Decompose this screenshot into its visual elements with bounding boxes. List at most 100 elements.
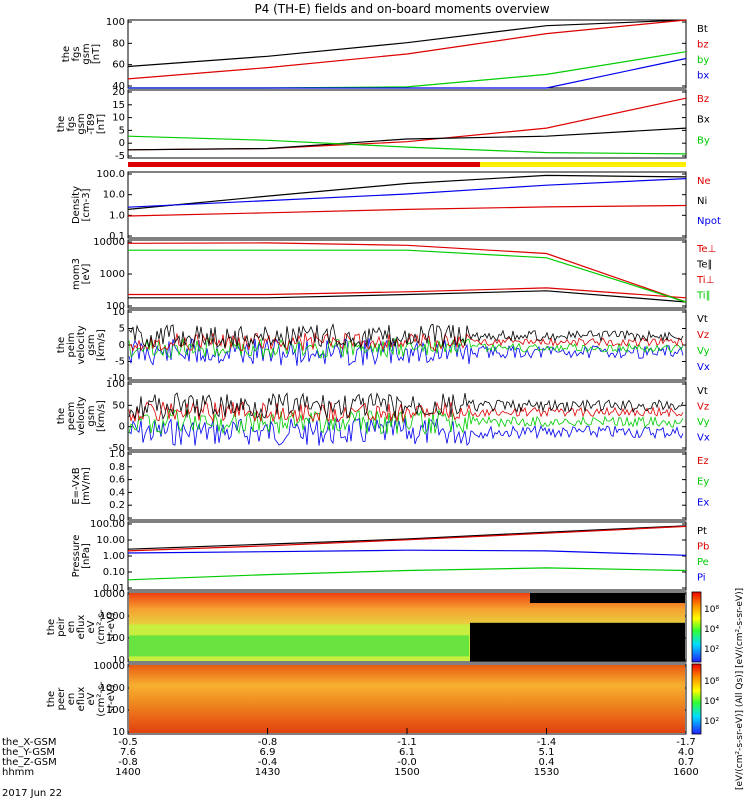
colorbar-tick-label: 10⁴ bbox=[704, 697, 719, 707]
y-tick-label: 15 bbox=[112, 100, 125, 111]
panel-peir: 10000 1000 100 10 the peir en eflux eV (cm²-s-sr-… bbox=[46, 589, 687, 666]
y-axis-title: [km/s] bbox=[96, 329, 107, 361]
colorbar: 10⁸ 10⁴ 10² 10⁸ 10⁴ 10² [eV/(cm²-s-sr-eV… bbox=[691, 588, 745, 790]
peer-spectrogram bbox=[129, 665, 685, 733]
x-tick-label: 1400 bbox=[115, 767, 140, 778]
velocity-noise-peim bbox=[128, 337, 684, 359]
colorbar-tick-label: 10² bbox=[704, 717, 719, 727]
panel-frame bbox=[127, 591, 687, 663]
y-tick-label: 40 bbox=[112, 81, 125, 92]
x-tick-label: 5.1 bbox=[539, 747, 555, 758]
panel-frame bbox=[127, 521, 687, 591]
x-tick-label: -0.8 bbox=[258, 737, 278, 748]
x-tick-label: 0.7 bbox=[678, 757, 694, 768]
y-tick-label: 10.00 bbox=[96, 535, 125, 546]
legend-item: bz bbox=[697, 40, 709, 51]
y-axis-title: E=-VxB bbox=[71, 467, 82, 504]
legend-item: Pt bbox=[697, 526, 707, 537]
legend-item: Bt bbox=[697, 24, 708, 35]
y-tick-label: -5 bbox=[115, 357, 125, 368]
legend-item: Ni bbox=[697, 196, 707, 207]
legend-item: Bz bbox=[697, 94, 709, 105]
series-line-density-9 bbox=[127, 204, 687, 217]
x-tick-label: 1530 bbox=[534, 767, 559, 778]
x-row-label: hhmm bbox=[2, 767, 34, 778]
y-tick-label: 0 bbox=[119, 422, 125, 433]
y-axis-title: [mV/m] bbox=[81, 467, 92, 505]
y-tick-label: 10 bbox=[112, 113, 125, 124]
colorbar-tick-label: 10⁸ bbox=[704, 605, 719, 615]
series-line-pressure-15 bbox=[127, 525, 687, 552]
series-line-temp-12 bbox=[127, 242, 687, 303]
panel-temp: 10000 1000 100 mom3 [eV] Te⊥ Te∥ Ti⊥ Ti∥ bbox=[71, 237, 716, 312]
peir-spectrogram-band bbox=[129, 635, 469, 657]
legend-item: Vx bbox=[697, 362, 710, 373]
y-axis-title: peer bbox=[56, 687, 67, 711]
y-axis-title: peim bbox=[66, 332, 77, 357]
legend-item: by bbox=[697, 55, 709, 66]
x-tick-label: -0.0 bbox=[397, 757, 417, 768]
series-line-fgs-dsl-5 bbox=[127, 127, 687, 151]
y-tick-label: 60 bbox=[112, 60, 125, 71]
x-tick-label: 6.1 bbox=[399, 747, 415, 758]
series-line-temp-13 bbox=[128, 249, 687, 303]
series-line-fgs-dsl-6 bbox=[127, 135, 687, 155]
y-tick-label: 0.6 bbox=[109, 475, 125, 486]
y-axis-title: (cm²-s- bbox=[96, 609, 107, 645]
velocity-noise-peim bbox=[128, 322, 684, 349]
series-line-pressure-14 bbox=[127, 525, 687, 550]
y-tick-label: 10.0 bbox=[103, 190, 125, 201]
y-tick-label: 0 bbox=[119, 340, 125, 351]
y-tick-label: -50 bbox=[109, 443, 125, 454]
chart-title: P4 (TH-E) fields and on-board moments ov… bbox=[254, 2, 549, 16]
y-axis-title: gsm bbox=[86, 334, 97, 355]
panel-fgs: 100 80 60 40 the fgs gsm [nT] Bt bz by bx bbox=[61, 17, 709, 92]
y-axis-title: Pressure bbox=[71, 535, 82, 578]
legend-item: Vy bbox=[697, 346, 710, 357]
y-axis-title: mom3 bbox=[71, 258, 82, 290]
x-tick-label: -1.1 bbox=[397, 737, 417, 748]
legend-item: By bbox=[697, 135, 710, 146]
velocity-noise-peim bbox=[128, 332, 684, 352]
x-tick-label: -0.8 bbox=[118, 757, 138, 768]
series-line-pressure-16 bbox=[127, 549, 687, 556]
series-line-density-7 bbox=[127, 174, 687, 210]
y-tick-label: 1.0 bbox=[109, 210, 125, 221]
x-tick-label: 1500 bbox=[394, 767, 419, 778]
y-axis-title: gsm bbox=[86, 405, 97, 426]
y-tick-label: 100 bbox=[106, 301, 125, 312]
colorbar-tick-label: 10² bbox=[704, 645, 719, 655]
series-line-fgs-2 bbox=[128, 51, 687, 89]
y-tick-label: 0.10 bbox=[103, 567, 125, 578]
y-axis-title: the bbox=[46, 619, 57, 635]
y-axis-title: [nT] bbox=[96, 114, 107, 134]
x-tick-label: 0.4 bbox=[539, 757, 555, 768]
colorbar-tick-label: 10⁸ bbox=[704, 677, 719, 687]
series-line-fgs-0 bbox=[127, 19, 687, 68]
x-tick-label: 1600 bbox=[673, 767, 698, 778]
legend-item: Vt bbox=[697, 314, 708, 325]
y-axis-title: the bbox=[56, 337, 67, 353]
y-axis-title: peir bbox=[56, 616, 67, 636]
x-row-label: the_Y-GSM bbox=[2, 747, 55, 758]
peir-spectrogram-nodata bbox=[470, 622, 685, 662]
series-line-fgs-dsl-4 bbox=[127, 97, 687, 151]
series-line-fgs-3 bbox=[128, 57, 687, 89]
mode-bar-fast bbox=[480, 162, 686, 167]
y-axis-title: eV bbox=[86, 620, 97, 633]
y-axis-title: en bbox=[66, 693, 77, 706]
legend-item: Pi bbox=[697, 573, 706, 584]
y-tick-label: 10000 bbox=[93, 589, 125, 600]
y-axis-title: (cm²-s- bbox=[96, 681, 107, 717]
y-tick-label: 10 bbox=[112, 655, 125, 666]
y-tick-label: 10000 bbox=[93, 237, 125, 248]
y-tick-label: 100.0 bbox=[96, 169, 125, 180]
y-axis-title: [nPa] bbox=[81, 543, 92, 569]
y-tick-label: 10 bbox=[112, 307, 125, 318]
y-tick-label: 1000 bbox=[100, 269, 125, 280]
panel-pressure: 100.00 10.00 1.00 0.10 0.01 Pressure [nPa] Pt Pb… bbox=[71, 519, 709, 594]
y-tick-label: 50 bbox=[112, 400, 125, 411]
legend-item: Vt bbox=[697, 386, 708, 397]
panel-fgs-dsl: 20 15 105 0 -5 the fgs gsm -T89 [nT] Bz Bx By bbox=[56, 87, 710, 162]
